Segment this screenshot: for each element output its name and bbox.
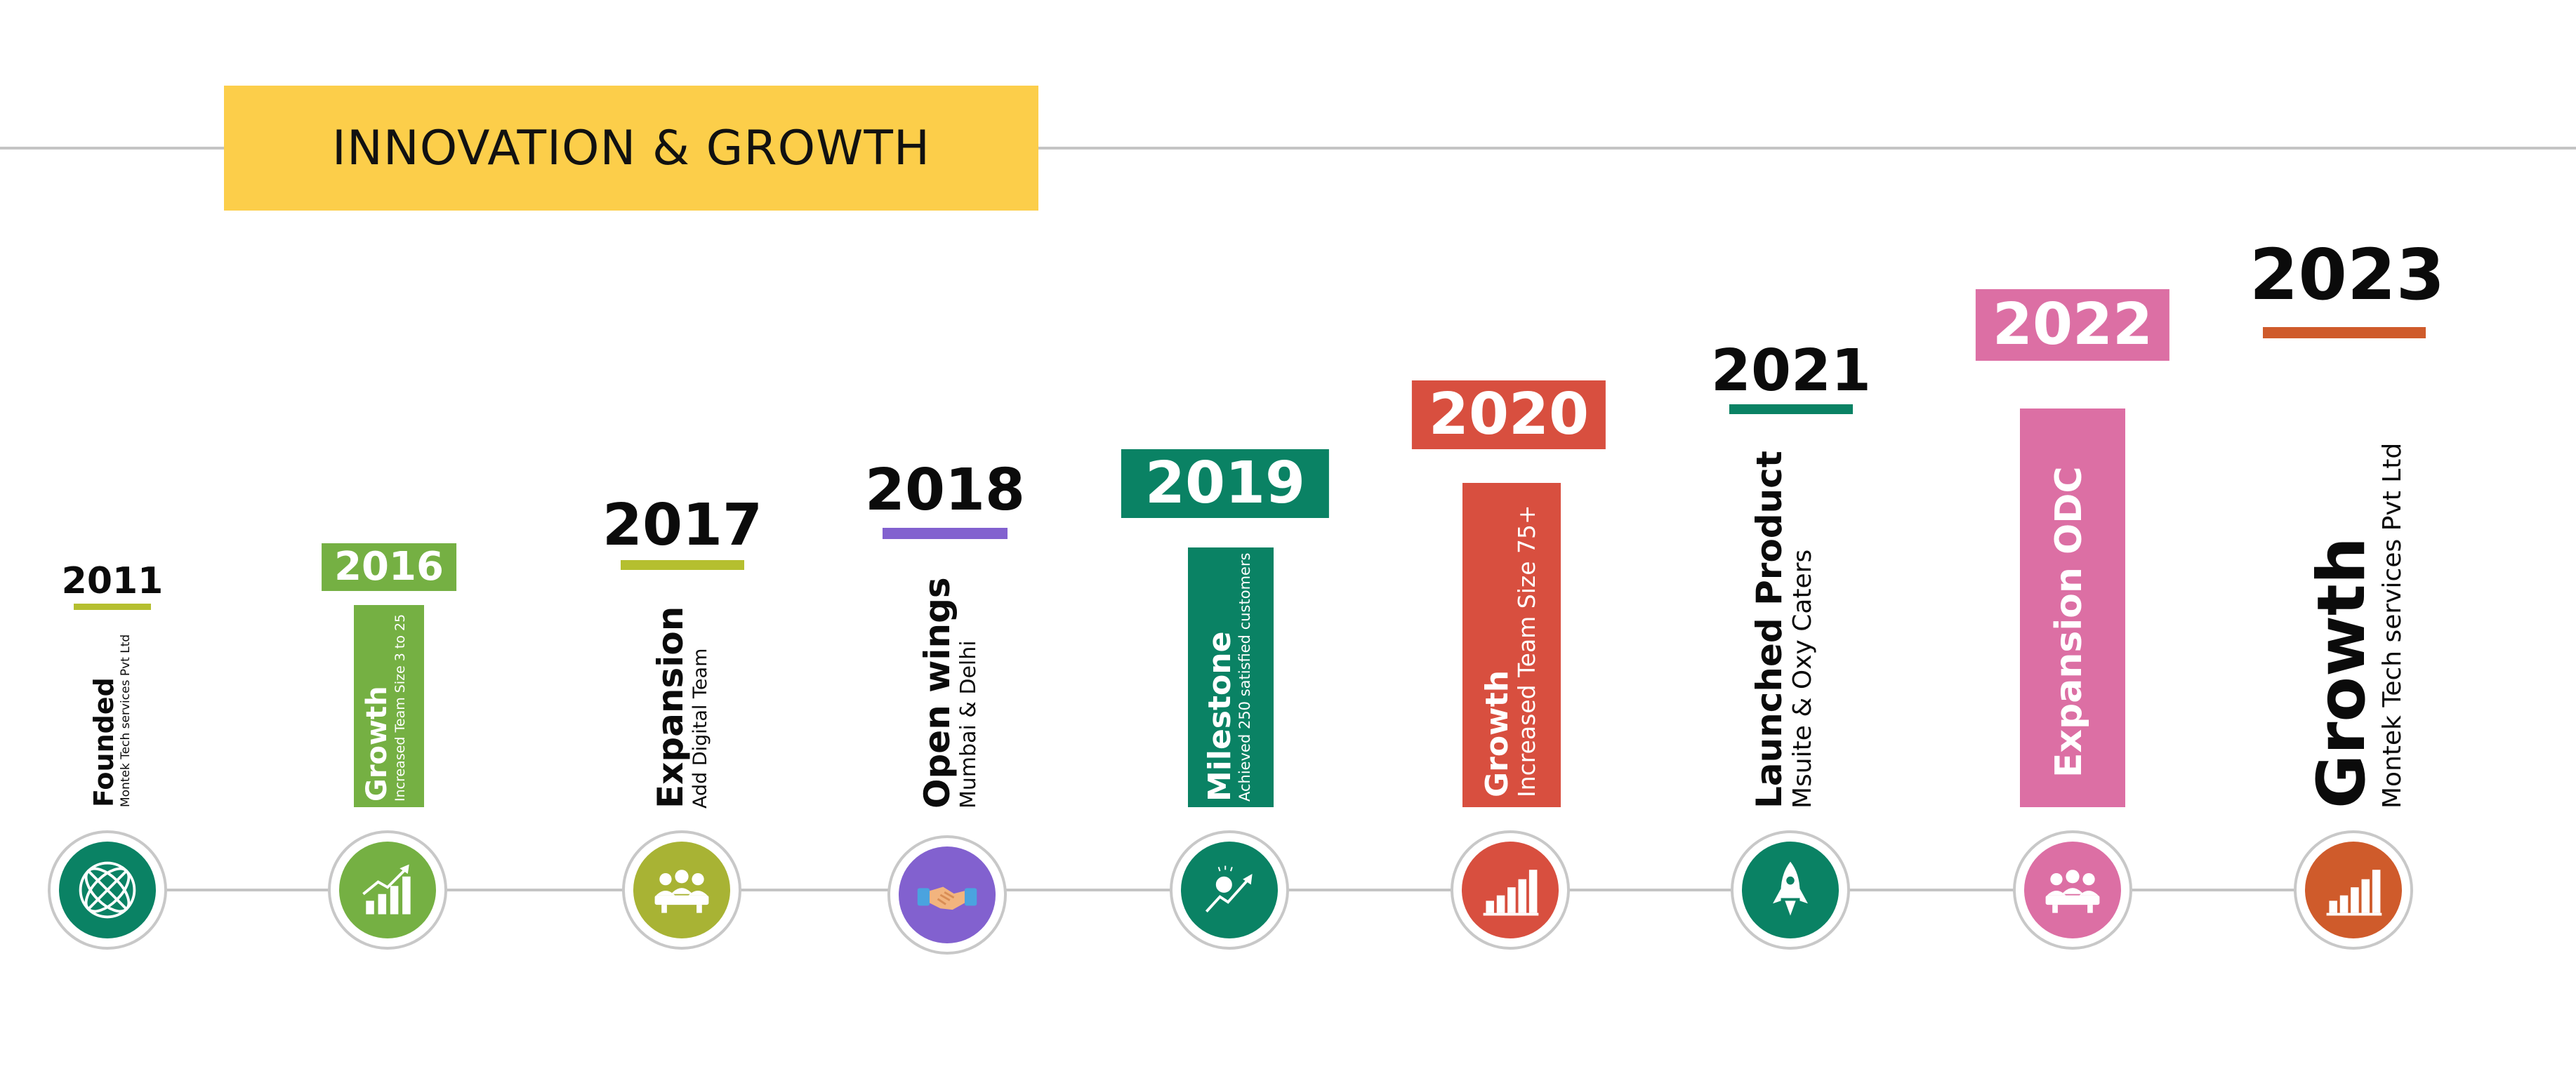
milestone-text-2011: Founded Montek Tech services Pvt Ltd [88,618,133,807]
milestone-heading-2023: Growth [2304,537,2380,809]
milestone-bar-2022 [2020,409,2125,807]
year-underline-2018 [883,528,1008,539]
milestone-detail-2018: Mumbai & Delhi [956,640,981,809]
icon-node-2017 [622,830,741,950]
year-label-2021: 2021 [1710,338,1872,404]
success-arrow-icon [1205,865,1253,913]
title-banner: INNOVATION & GROWTH [224,86,1038,211]
milestone-text-2020: Growth Increased Team Size 75+ [1479,489,1541,797]
milestone-bar-2020 [1462,483,1561,807]
milestone-heading-2018: Open wings [917,577,958,809]
globe-icon [79,861,136,919]
milestone-detail-2011: Montek Tech services Pvt Ltd [118,634,133,807]
milestone-heading-2019: Milestone [1202,631,1238,802]
milestone-detail-2021: Msuite & Oxy Caters [1788,549,1817,809]
icon-node-2019 [1170,830,1289,950]
icon-node-2016 [328,830,447,950]
bar-chart-icon [1483,870,1539,916]
year-label-2018: 2018 [864,457,1026,524]
milestone-text-2022: Expansion ODC [2048,441,2090,778]
growth-chart-icon [362,864,411,915]
bar-chart-icon [2326,870,2382,916]
icon-node-2023 [2294,830,2413,950]
milestone-detail-2017: Add Digital Team [689,648,711,809]
milestone-heading-2021: Launched Product [1749,451,1790,809]
milestone-bar-2019 [1188,547,1274,807]
year-label-2023: 2023 [2249,234,2445,316]
icon-node-2021 [1731,830,1850,950]
milestone-text-2021: Launched Product Msuite & Oxy Caters [1749,451,1817,809]
milestone-heading-2017: Expansion [650,606,691,809]
icon-node-2018 [887,835,1007,955]
milestone-heading-2020: Growth [1479,670,1515,797]
icon-node-2011 [48,830,167,950]
milestone-heading-2011: Founded [88,677,119,807]
milestone-text-2019: Milestone Achieved 250 satisfied custome… [1202,549,1254,802]
milestone-detail-2016: Increased Team Size 3 to 25 [392,613,408,802]
year-underline-2023 [2263,327,2426,338]
milestone-text-2017: Expansion Add Digital Team [650,584,711,809]
year-label-2022: 2022 [1975,289,2170,361]
year-underline-2011 [74,604,151,610]
year-label-2011: 2011 [61,560,164,602]
milestone-detail-2019: Achieved 250 satisfied customers [1236,552,1254,802]
year-label-2020: 2020 [1411,380,1606,449]
year-label-2016: 2016 [322,543,456,591]
year-label-2017: 2017 [602,492,763,559]
milestone-bar-2016 [354,605,424,807]
icon-node-2022 [2013,830,2132,950]
icon-node-2020 [1451,830,1570,950]
year-underline-2021 [1729,404,1853,414]
page-title: INNOVATION & GROWTH [331,120,931,176]
rocket-icon [1773,861,1808,916]
milestone-text-2023: Growth Montek Tech services Pvt Ltd [2304,437,2407,809]
milestone-detail-2023: Montek Tech services Pvt Ltd [2378,442,2407,809]
handshake-icon [917,886,977,910]
year-underline-2017 [621,560,744,570]
milestone-detail-2020: Increased Team Size 75+ [1513,505,1541,797]
team-meeting-icon [2045,870,2100,913]
milestone-heading-2016: Growth [361,686,393,802]
year-label-2019: 2019 [1121,449,1330,518]
milestone-text-2016: Growth Increased Team Size 3 to 25 [361,605,408,802]
team-meeting-icon [654,870,709,913]
top-divider-line [0,147,2576,150]
milestone-heading-2022: Expansion ODC [2048,466,2090,778]
milestone-text-2018: Open wings Mumbai & Delhi [917,570,981,809]
